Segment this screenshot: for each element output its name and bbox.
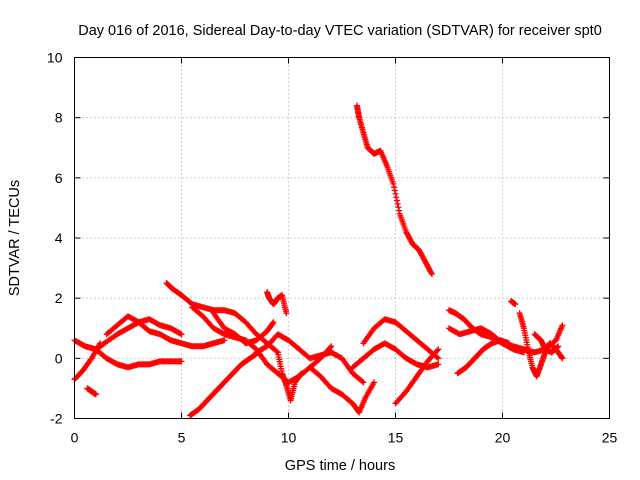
data-point	[177, 330, 184, 337]
series-arc-13	[306, 364, 378, 416]
y-tick-label: 6	[55, 170, 63, 186]
data-point	[92, 391, 99, 398]
axis-ticks: 0 5 10 15 20 25 -2 0 2 4 6 8 10	[47, 50, 618, 446]
x-tick-label: 25	[602, 430, 618, 446]
series-arc-15	[360, 316, 442, 362]
data-point	[393, 194, 400, 201]
y-tick-label: 10	[47, 50, 63, 66]
data-point	[371, 379, 378, 386]
series-arc-17	[392, 346, 442, 407]
grid	[74, 57, 610, 419]
y-tick-label: 2	[55, 290, 63, 306]
data-point	[360, 379, 367, 386]
data-point	[396, 207, 403, 214]
data-point	[428, 269, 435, 276]
data-point	[87, 356, 94, 363]
data-point	[328, 343, 335, 350]
data-point	[435, 355, 442, 362]
series-arc-9	[210, 310, 277, 347]
x-axis-label: GPS time / hours	[285, 458, 395, 474]
data-point	[554, 343, 561, 350]
data-point	[434, 354, 441, 361]
data-point	[392, 190, 399, 197]
data-point	[505, 340, 512, 347]
series-arc-4	[92, 346, 185, 371]
data-point	[520, 349, 527, 356]
series-arc-3	[84, 385, 99, 398]
data-point	[559, 322, 566, 329]
data-point	[402, 389, 409, 396]
data-point	[273, 348, 280, 355]
data-point	[297, 371, 304, 378]
series-arc-23	[531, 331, 562, 356]
x-tick-label: 20	[495, 430, 511, 446]
data-point	[559, 355, 566, 362]
data-point	[428, 271, 435, 278]
series-arc-20	[454, 337, 512, 377]
data-point	[390, 180, 397, 187]
data-point	[269, 320, 276, 327]
series-arc-10	[264, 289, 290, 317]
data-point	[393, 197, 400, 204]
data-point	[283, 310, 290, 317]
series-arc-12	[274, 349, 305, 404]
series-arc-5	[103, 313, 228, 350]
chart-title: Day 016 of 2016, Sidereal Day-to-day VTE…	[78, 23, 602, 39]
data-point	[270, 319, 277, 326]
data-point	[555, 343, 562, 350]
series-arc-19	[446, 325, 527, 356]
series-arc-8	[187, 349, 262, 419]
data-point	[435, 361, 442, 368]
y-tick-label: 0	[55, 350, 63, 366]
y-tick-label: 8	[55, 110, 63, 126]
x-tick-label: 10	[281, 430, 297, 446]
data-point	[395, 204, 402, 211]
series-arc-16	[349, 340, 442, 371]
series-arc-14	[353, 102, 435, 278]
series-arc-11	[253, 331, 367, 386]
x-tick-label: 0	[71, 430, 79, 446]
data-point	[391, 184, 398, 191]
data-point	[558, 354, 565, 361]
data-point	[178, 358, 185, 365]
data-point	[435, 346, 442, 353]
data-point	[178, 331, 185, 338]
x-tick-label: 5	[178, 430, 186, 446]
y-axis-label: SDTVAR / TECUs	[7, 180, 23, 296]
data-point	[298, 370, 305, 377]
series-arc-21	[508, 298, 519, 308]
data-point	[512, 301, 519, 308]
series-arc-2	[71, 316, 185, 353]
data-point	[327, 344, 334, 351]
data-point	[221, 337, 228, 344]
data-points	[71, 102, 566, 419]
y-tick-label: -2	[50, 411, 63, 427]
data-point	[394, 200, 401, 207]
x-tick-label: 15	[388, 430, 404, 446]
data-point	[391, 187, 398, 194]
y-tick-label: 4	[55, 230, 63, 246]
data-point	[359, 378, 366, 385]
data-point	[434, 347, 441, 354]
